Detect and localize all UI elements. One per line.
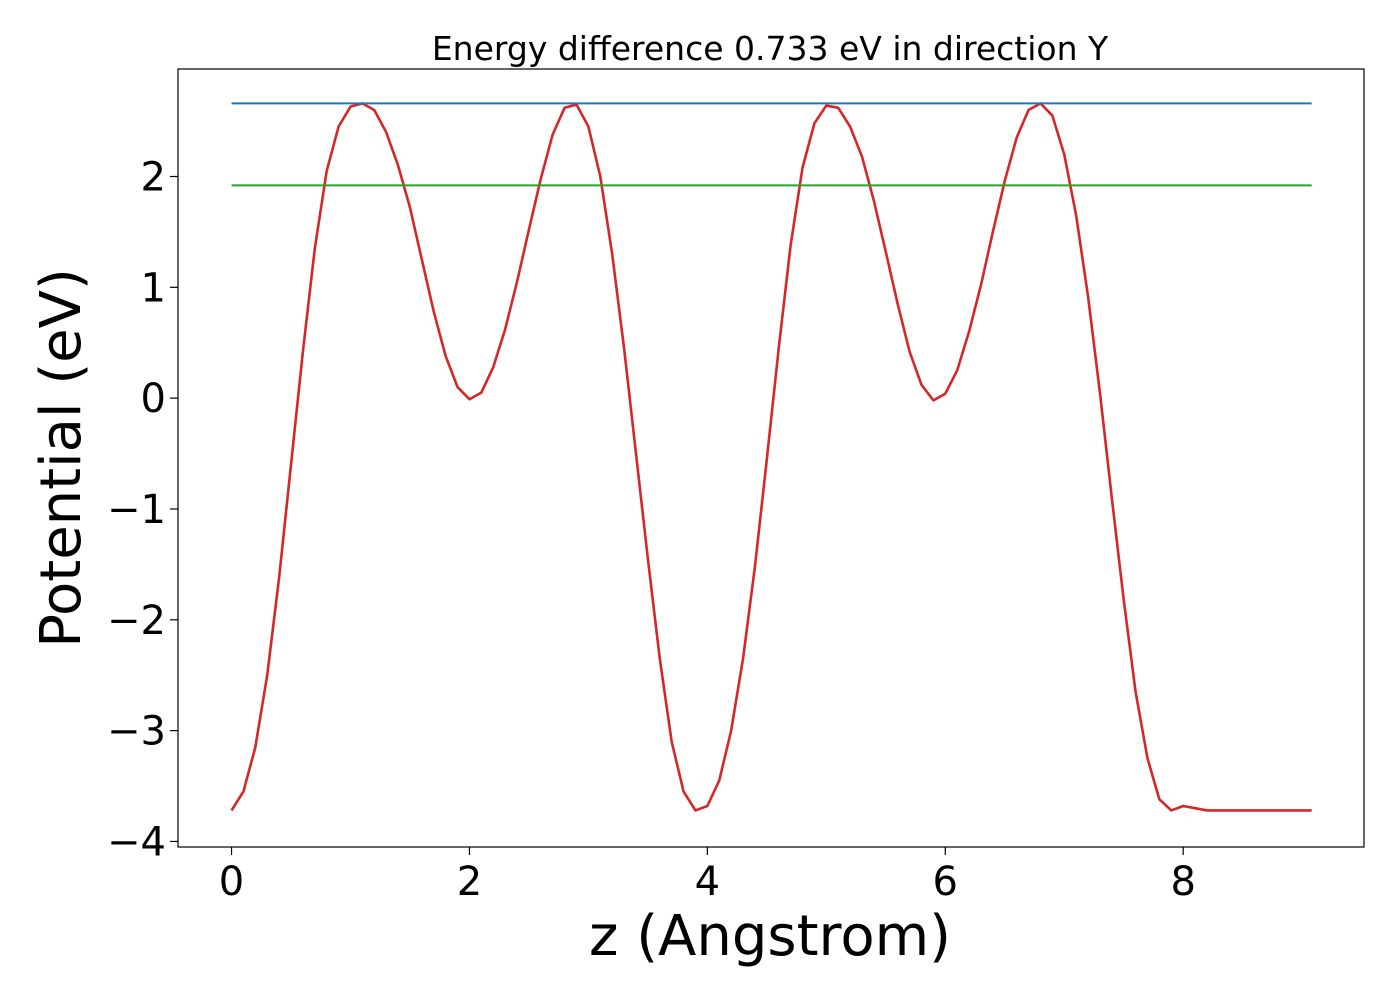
series-layer xyxy=(230,102,1312,812)
y-tick-label: −2 xyxy=(107,598,166,644)
x-tick-label: 8 xyxy=(1170,859,1195,905)
x-tick-label: 2 xyxy=(457,859,482,905)
x-axis-label: z (Angstrom) xyxy=(589,904,951,969)
y-tick-label: 0 xyxy=(141,376,166,422)
y-tick-label: 1 xyxy=(141,265,166,311)
chart-title: Energy difference 0.733 eV in direction … xyxy=(432,29,1109,68)
x-tick-label: 4 xyxy=(695,859,720,905)
y-tick-label: 2 xyxy=(141,155,166,201)
y-tick-label: −1 xyxy=(107,487,166,533)
y-tick-label: −4 xyxy=(107,819,166,865)
series-line-0 xyxy=(230,102,1312,812)
y-axis-ticks: −4 −3 −2 −1 0 1 2 xyxy=(107,155,178,865)
x-tick-label: 0 xyxy=(219,859,244,905)
x-axis-ticks: 0 2 4 6 8 xyxy=(219,847,1196,905)
y-axis-label: Potential (eV) xyxy=(29,268,94,648)
x-tick-label: 6 xyxy=(933,859,958,905)
plot-frame xyxy=(177,68,1365,848)
y-tick-label: −3 xyxy=(107,709,166,755)
